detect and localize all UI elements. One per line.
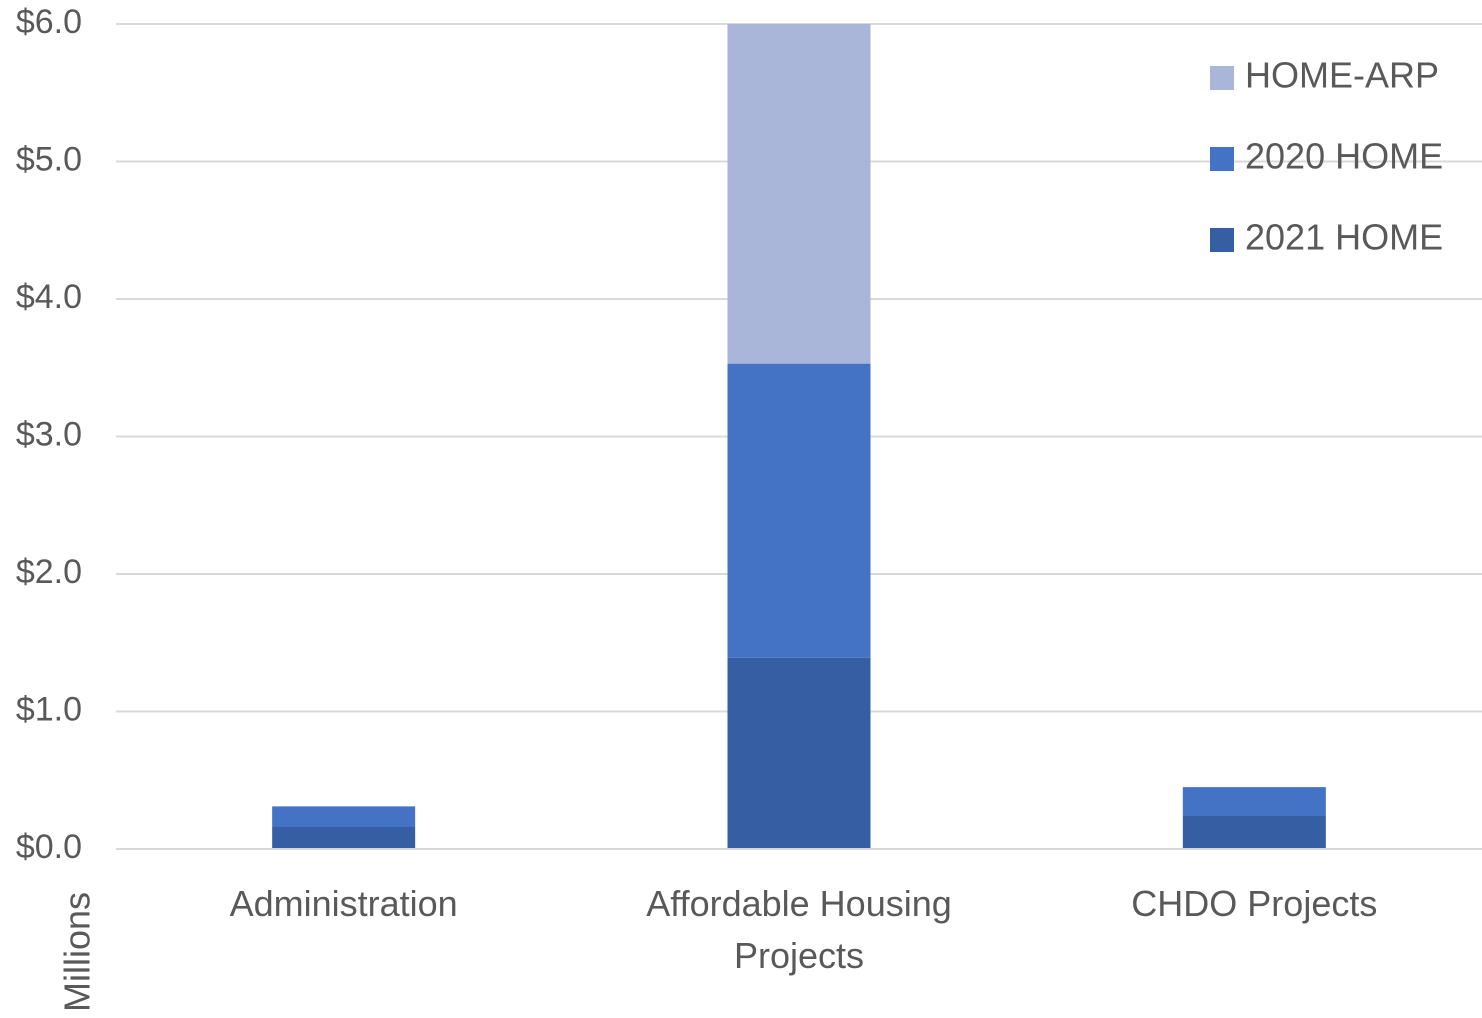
legend-label: 2020 HOME <box>1245 136 1443 177</box>
y-tick-label: $5.0 <box>16 140 82 178</box>
y-tick-label: $0.0 <box>16 828 82 866</box>
bar-segment <box>1182 787 1326 816</box>
y-axis-label: Millions <box>57 892 98 1012</box>
y-tick-label: $3.0 <box>16 415 82 453</box>
legend-swatch <box>1210 147 1234 171</box>
x-tick-label: Affordable Housing Projects <box>646 883 952 976</box>
y-tick-label: $6.0 <box>16 3 82 41</box>
legend-label: 2021 HOME <box>1245 217 1443 258</box>
y-tick-label: $2.0 <box>16 553 82 591</box>
bar-segment <box>727 363 871 658</box>
bar-segment <box>727 24 871 364</box>
bar-segment <box>727 657 871 849</box>
bar-segment <box>272 806 416 827</box>
legend-swatch <box>1210 228 1234 252</box>
bar-segment <box>1182 816 1326 849</box>
legend-swatch <box>1210 66 1234 90</box>
y-tick-label: $4.0 <box>16 278 82 316</box>
x-tick-label: CHDO Projects <box>1131 883 1378 924</box>
y-tick-label: $1.0 <box>16 690 82 728</box>
x-tick-label: Administration <box>229 883 458 924</box>
bar-segment <box>272 827 416 849</box>
legend-label: HOME-ARP <box>1245 55 1439 96</box>
